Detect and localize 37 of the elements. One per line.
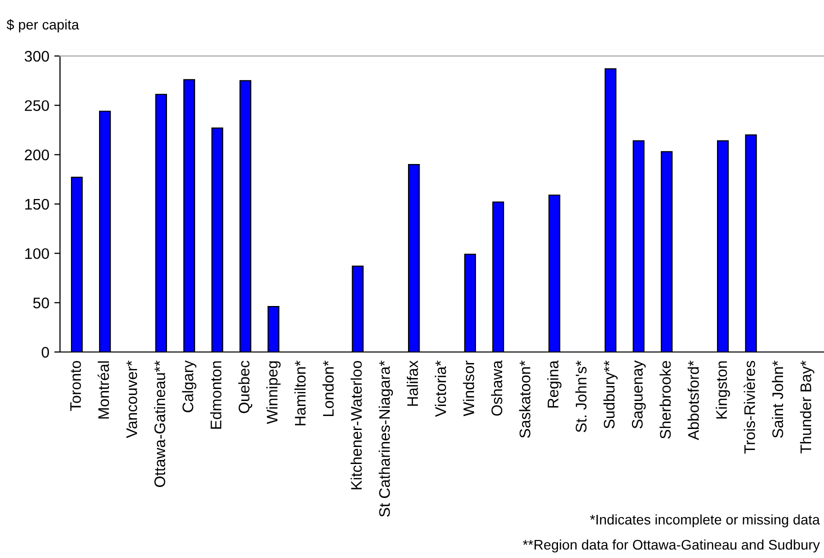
x-tick-label: Oshawa <box>491 360 502 416</box>
y-tick-label: 200 <box>24 150 49 160</box>
x-tick-label: Ottawa-Gatineau** <box>154 360 166 487</box>
x-tick-label: Windsor <box>462 360 474 416</box>
y-tick-label: 300 <box>24 50 49 62</box>
x-tick-label: Trois-Rivières <box>744 360 756 454</box>
x-tick-label: Calgary <box>182 360 196 412</box>
x-tick-label: Sudbury** <box>603 360 618 428</box>
x-tick-label: Quebec <box>238 360 252 414</box>
x-tick-label: Victoria* <box>434 360 446 417</box>
x-tick-label: St. John's* <box>575 360 587 432</box>
text: **Region data for Ottawa-Gatineau and Sudbury <box>522 539 820 552</box>
y-axis-title: $ per capita <box>6 19 80 32</box>
x-tick-label: Winnipeg <box>266 361 281 424</box>
x-tick-label: Thunder Bay* <box>800 360 814 454</box>
y-tick-label: 150 <box>25 198 49 210</box>
x-tick-label: Sherbrooke <box>660 361 671 439</box>
x-tick-label: Kingston <box>716 361 730 419</box>
x-tick-label: St Catharines-Niagara* <box>378 360 393 517</box>
y-tick-label: 250 <box>24 100 49 112</box>
x-tick-label: Vancouver* <box>126 360 138 438</box>
x-tick-label: Hamilton* <box>294 360 306 426</box>
x-tick-label: Abbotsford* <box>688 360 699 440</box>
y-tick-label: 50 <box>33 298 49 308</box>
y-tick-label: 100 <box>25 248 49 260</box>
y-tick-label: 0 <box>42 346 49 358</box>
x-tick-label: Saint John* <box>772 360 784 438</box>
x-tick-label: Halifax <box>406 360 418 406</box>
x-tick-label: Saskatoon* <box>519 360 530 438</box>
x-tick-label: Kitchener-Waterloo <box>350 360 362 490</box>
x-tick-label: Montréal <box>98 361 110 419</box>
x-tick-label: Edmonton <box>210 361 222 429</box>
x-tick-label: Regina <box>547 360 562 408</box>
x-tick-label: Toronto <box>70 360 81 411</box>
x-tick-label: Saguenay <box>632 360 646 428</box>
x-tick-label: London* <box>322 360 334 416</box>
text: *Indicates incomplete or missing data <box>590 514 820 528</box>
